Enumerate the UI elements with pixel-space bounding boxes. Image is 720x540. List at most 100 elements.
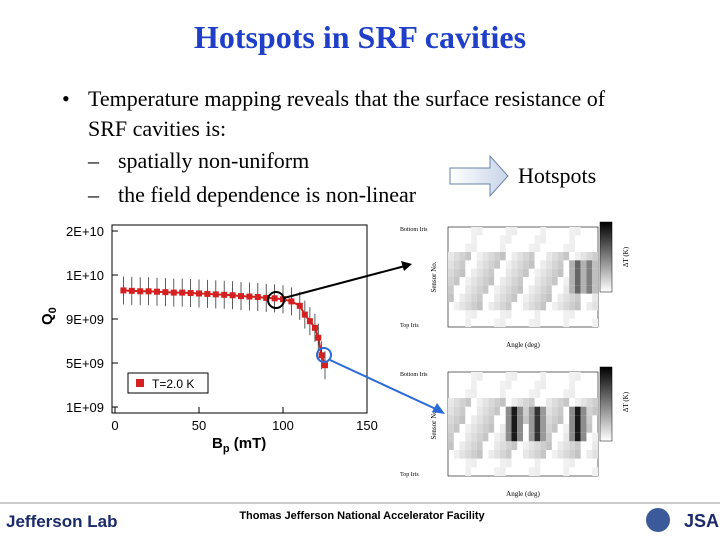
map-cell bbox=[563, 318, 570, 327]
map-cell bbox=[574, 441, 581, 450]
map-cell bbox=[459, 441, 466, 450]
map-cell bbox=[471, 380, 477, 390]
map-cell bbox=[465, 441, 472, 450]
map-cell bbox=[471, 235, 477, 244]
map-cell bbox=[482, 406, 489, 416]
map-cell bbox=[523, 293, 529, 302]
logo bbox=[646, 508, 670, 532]
map-cell bbox=[534, 458, 541, 468]
map-cell bbox=[505, 260, 512, 269]
map-cell bbox=[534, 243, 541, 252]
map-cell bbox=[563, 432, 570, 442]
map-cell bbox=[528, 318, 535, 327]
arrow-head bbox=[401, 261, 412, 271]
map-cell bbox=[586, 450, 593, 459]
map-cell bbox=[534, 450, 541, 459]
map-cell bbox=[494, 467, 500, 476]
map-cell bbox=[465, 432, 472, 442]
map-cell bbox=[534, 302, 541, 311]
map-cell bbox=[511, 432, 518, 442]
map-cell bbox=[505, 450, 512, 459]
x-label-rest: (mT) bbox=[230, 435, 267, 452]
map-cell bbox=[448, 293, 454, 302]
map-cell bbox=[511, 252, 518, 261]
map-cell bbox=[592, 432, 598, 442]
map-cell bbox=[540, 372, 547, 381]
map-cell bbox=[476, 441, 483, 450]
map-cell bbox=[494, 398, 500, 407]
map-cell bbox=[551, 260, 558, 269]
map-cell bbox=[476, 302, 483, 311]
map-cell bbox=[471, 268, 477, 277]
map-cell bbox=[476, 252, 483, 261]
map-cell bbox=[448, 277, 454, 286]
map-cell bbox=[546, 277, 552, 286]
map-cell bbox=[574, 260, 581, 269]
map-cell bbox=[476, 268, 483, 277]
map-cell bbox=[505, 277, 512, 286]
map-cell bbox=[574, 302, 581, 311]
map-cell bbox=[563, 293, 570, 302]
map-cell bbox=[476, 372, 483, 381]
map-cell bbox=[505, 302, 512, 311]
map-cell bbox=[476, 398, 483, 407]
map-cell bbox=[482, 398, 489, 407]
map-cell bbox=[488, 424, 495, 433]
map-cell bbox=[482, 277, 489, 286]
map-cell bbox=[580, 252, 587, 261]
map-cell bbox=[580, 260, 587, 269]
map-cell bbox=[592, 252, 598, 261]
map-cell bbox=[580, 415, 587, 424]
map-cell bbox=[540, 227, 547, 236]
map-cell bbox=[540, 406, 547, 416]
map-top-label: Bottom Iris bbox=[400, 372, 428, 378]
map-y-label: Sensor No. bbox=[430, 408, 438, 439]
map-cell bbox=[546, 441, 552, 450]
map-cell bbox=[465, 389, 472, 398]
map-cell bbox=[471, 450, 477, 459]
x-tick-label: 0 bbox=[111, 418, 118, 433]
map-cell bbox=[586, 302, 593, 311]
map-cell bbox=[453, 450, 460, 459]
map-cell bbox=[499, 293, 506, 302]
x-tick-label: 50 bbox=[192, 418, 206, 433]
x-tick-label: 150 bbox=[356, 418, 378, 433]
map-cell bbox=[557, 441, 564, 450]
data-point bbox=[322, 362, 328, 369]
map-cell bbox=[511, 415, 518, 424]
data-point bbox=[311, 324, 318, 331]
map-cell bbox=[574, 406, 581, 416]
legend-swatch bbox=[136, 379, 144, 387]
map-cell bbox=[453, 268, 460, 277]
map-cell bbox=[505, 380, 512, 390]
map-cell bbox=[557, 260, 564, 269]
map-cell bbox=[551, 277, 558, 286]
bullet: Temperature mapping reveals that the sur… bbox=[88, 86, 606, 111]
map-cell bbox=[592, 450, 598, 459]
map-cell bbox=[471, 293, 477, 302]
map-cell bbox=[569, 243, 575, 252]
map-cell bbox=[465, 293, 472, 302]
arrow-label: Hotspots bbox=[518, 163, 596, 188]
bullet-dot: • bbox=[62, 86, 70, 111]
map-cell bbox=[528, 406, 535, 416]
map-cell bbox=[476, 227, 483, 236]
map-cell bbox=[488, 302, 495, 311]
map-cell bbox=[551, 268, 558, 277]
map-cell bbox=[569, 227, 575, 236]
map-cell bbox=[586, 285, 593, 294]
y-tick-label: 9E+09 bbox=[66, 312, 104, 327]
map-cell bbox=[517, 432, 523, 442]
data-point bbox=[301, 311, 308, 318]
map-cell bbox=[499, 310, 506, 319]
map-bottom-label: Top Iris bbox=[400, 472, 419, 478]
map-cell bbox=[574, 432, 581, 442]
map-cell bbox=[569, 415, 575, 424]
map-cell bbox=[511, 268, 518, 277]
map-cell bbox=[488, 406, 495, 416]
y-tick-label: 5E+09 bbox=[66, 356, 104, 371]
data-point bbox=[196, 290, 202, 297]
data-point bbox=[212, 291, 219, 298]
map-cell bbox=[499, 252, 506, 261]
map-cell bbox=[551, 252, 558, 261]
